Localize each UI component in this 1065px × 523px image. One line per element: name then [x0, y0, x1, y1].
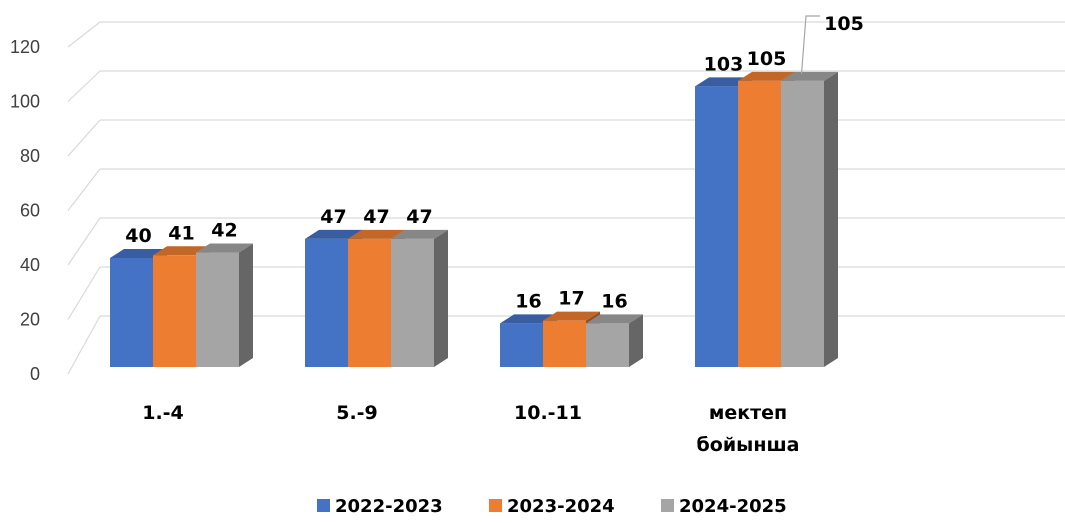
- data-label: 105: [747, 48, 787, 70]
- bar: [781, 71, 838, 367]
- legend-label: 2022-2023: [335, 496, 443, 517]
- legend-swatch: [489, 499, 502, 512]
- category-label: бойынша: [697, 434, 800, 456]
- label-leader-line: [800, 15, 820, 74]
- gridline-depth: [67, 21, 101, 48]
- bar: [586, 314, 643, 367]
- y-tick-label: 80: [20, 146, 40, 166]
- gridline-depth: [67, 119, 101, 157]
- legend-label: 2024-2025: [679, 496, 787, 517]
- x-axis-categories: 1.-4 5.-9 10.-11 мектеп бойынша: [142, 402, 799, 456]
- y-tick-label: 120: [10, 37, 40, 57]
- category-label: 10.-11: [514, 402, 582, 424]
- legend-swatch: [317, 499, 330, 512]
- legend-item: 2022-2023: [317, 496, 443, 517]
- y-tick-label: 60: [20, 201, 40, 221]
- data-label: 47: [320, 206, 346, 228]
- data-label: 47: [406, 206, 432, 228]
- data-label: 17: [558, 288, 584, 310]
- data-label: 103: [704, 53, 744, 75]
- legend: 2022-2023 2023-2024 2024-2025: [317, 496, 787, 517]
- legend-item: 2023-2024: [489, 496, 615, 517]
- category-label: 1.-4: [142, 402, 184, 424]
- data-labels: 40 47 16 103 41 47 17 105 42 47 16 105: [125, 13, 864, 312]
- data-label: 47: [363, 206, 389, 228]
- gridline-depth: [67, 168, 101, 211]
- y-tick-label: 40: [20, 255, 40, 275]
- data-label: 41: [168, 222, 194, 244]
- y-tick-label: 20: [20, 310, 40, 330]
- legend-swatch: [661, 499, 674, 512]
- data-label: 42: [211, 220, 237, 242]
- gridlines: [67, 21, 1065, 375]
- y-tick-label: 0: [30, 364, 40, 384]
- gridline-depth: [67, 70, 101, 102]
- data-label: 16: [515, 290, 541, 312]
- bars: [110, 71, 838, 367]
- legend-item: 2024-2025: [661, 496, 787, 517]
- legend-label: 2023-2024: [507, 496, 615, 517]
- gridline-depth: [67, 315, 101, 375]
- gridline-depth: [67, 217, 101, 266]
- category-label: мектеп: [709, 402, 787, 424]
- y-axis-ticks: 0 20 40 60 80 100 120: [10, 37, 40, 384]
- data-label: 40: [125, 225, 151, 247]
- data-label: 105: [824, 13, 864, 35]
- data-label: 16: [601, 290, 627, 312]
- category-label: 5.-9: [336, 402, 378, 424]
- bar: [391, 229, 448, 367]
- y-tick-label: 100: [10, 92, 40, 112]
- gridline-depth: [67, 266, 101, 320]
- bar: [196, 243, 253, 367]
